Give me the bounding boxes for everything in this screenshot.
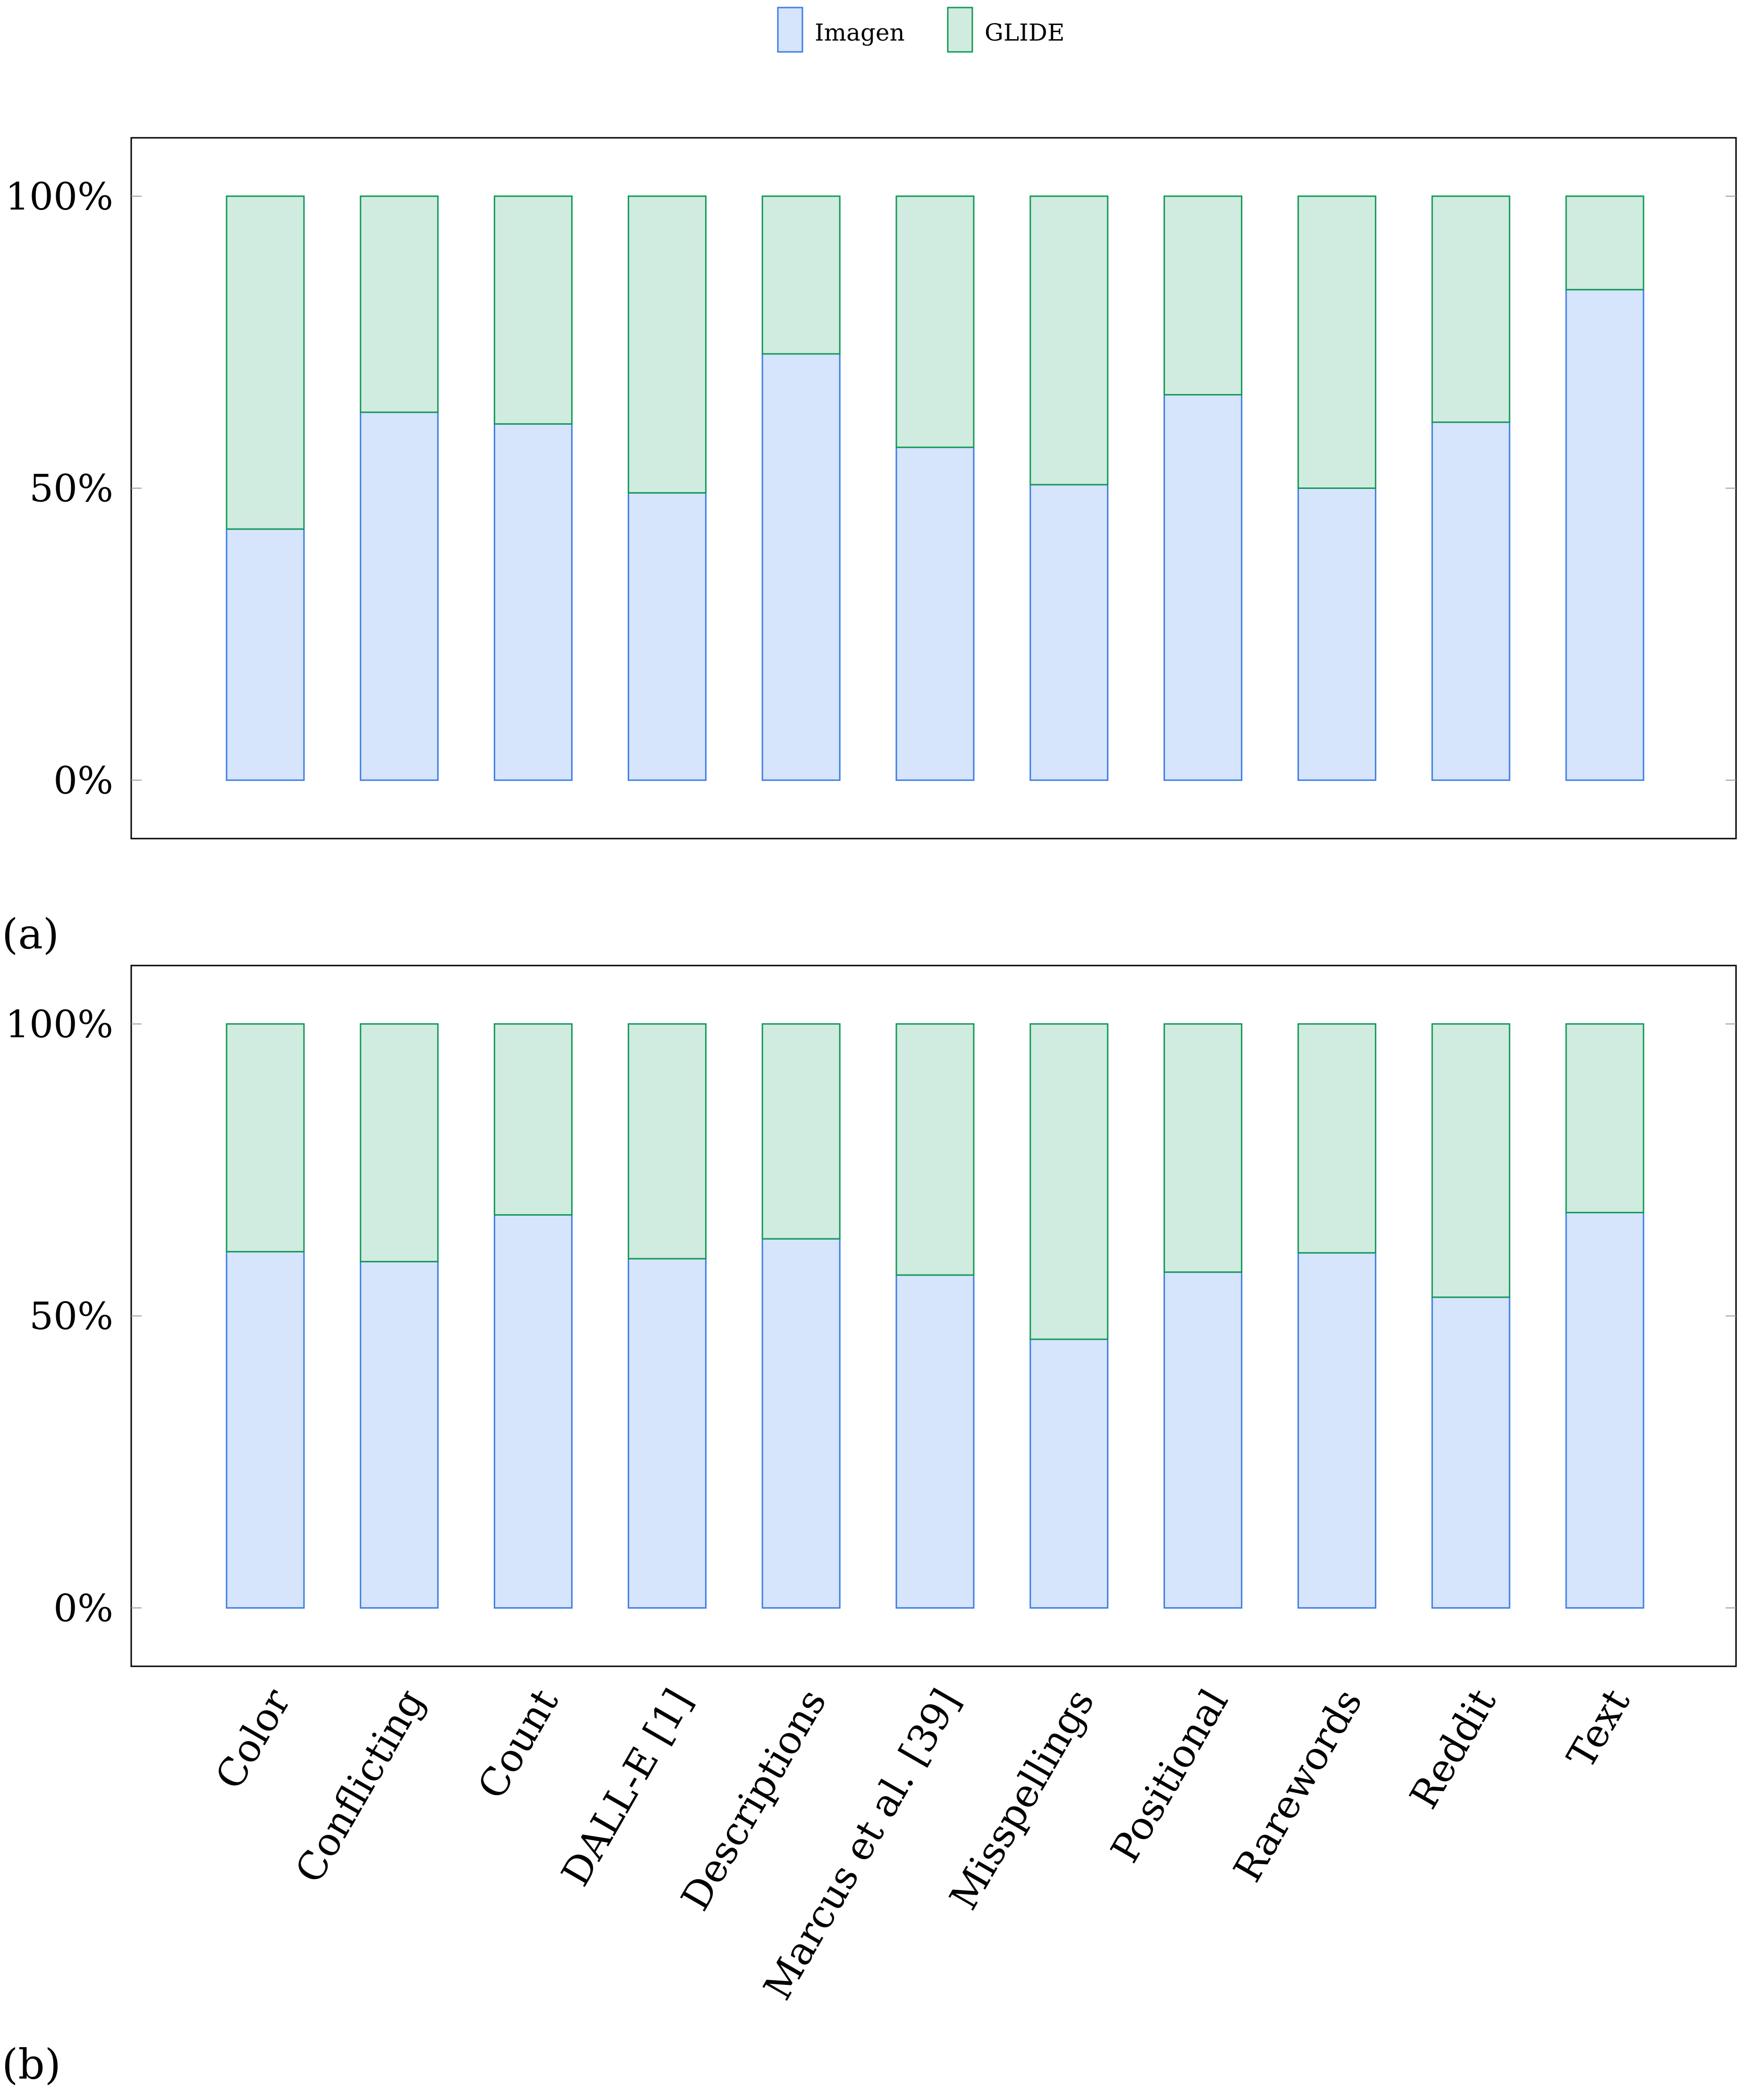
bar-imagen-rarewords	[1297, 1252, 1376, 1609]
y-tick-label: 0%	[53, 1586, 113, 1630]
bar-glide-text	[1565, 1023, 1644, 1213]
y-tick-label: 100%	[5, 175, 113, 218]
bar-glide-conflicting	[360, 1023, 439, 1262]
bar-imagen-dall-e-1	[627, 492, 707, 781]
panel-label: (a)	[2, 910, 59, 958]
bar-imagen-color	[226, 528, 305, 781]
y-tick-label: 50%	[29, 1294, 113, 1338]
bar-imagen-misspellings	[1029, 1338, 1109, 1609]
bar-glide-dall-e-1	[627, 1023, 707, 1260]
bar-imagen-reddit	[1431, 1296, 1510, 1609]
legend-label-glide: GLIDE	[985, 19, 1064, 46]
bar-glide-positional	[1163, 195, 1243, 395]
x-tick-label: Misspellings	[941, 1682, 1103, 1917]
bar-imagen-reddit	[1431, 421, 1510, 781]
bar-imagen-descriptions	[761, 353, 841, 781]
bar-imagen-count	[494, 1214, 573, 1609]
bar-glide-misspellings	[1029, 195, 1109, 486]
y-tick-label: 0%	[53, 758, 113, 802]
bar-imagen-rarewords	[1297, 487, 1376, 781]
bar-imagen-text	[1565, 289, 1644, 781]
bar-imagen-conflicting	[360, 412, 439, 781]
legend: Imagen GLIDE	[777, 7, 1064, 53]
bar-glide-reddit	[1431, 195, 1510, 423]
x-tick-label: Conflicting	[287, 1682, 433, 1891]
x-tick-label: Color	[207, 1681, 300, 1797]
legend-label-imagen: Imagen	[815, 19, 905, 46]
x-tick-label: Descriptions	[673, 1682, 835, 1918]
x-tick-label: Count	[469, 1681, 567, 1806]
bar-imagen-color	[226, 1251, 305, 1609]
legend-swatch-glide	[947, 7, 973, 53]
bar-glide-rarewords	[1297, 1023, 1376, 1254]
bar-glide-reddit	[1431, 1023, 1510, 1298]
panel-label: (b)	[2, 2040, 61, 2089]
bar-glide-positional	[1163, 1023, 1243, 1273]
x-tick-label: Text	[1559, 1681, 1639, 1776]
bar-imagen-misspellings	[1029, 484, 1109, 781]
bar-glide-conflicting	[360, 195, 439, 413]
x-tick-label: Rarewords	[1225, 1682, 1371, 1890]
chart-panel-a: 0% 50% 100% (a)	[2, 137, 1737, 958]
x-tick-label: Positional	[1103, 1682, 1237, 1870]
legend-swatch-imagen	[777, 7, 803, 53]
bar-imagen-marcus-et-al-39	[895, 1274, 975, 1609]
x-tick-label: Reddit	[1401, 1681, 1505, 1816]
bar-glide-count	[494, 195, 573, 425]
bar-glide-marcus-et-al-39	[895, 195, 975, 448]
bar-imagen-dall-e-1	[627, 1258, 707, 1609]
bar-glide-misspellings	[1029, 1023, 1109, 1340]
bar-imagen-positional	[1163, 1271, 1243, 1609]
bar-imagen-text	[1565, 1211, 1644, 1609]
bar-imagen-marcus-et-al-39	[895, 446, 975, 781]
bar-glide-descriptions	[761, 1023, 841, 1240]
bar-glide-text	[1565, 195, 1644, 291]
bar-imagen-descriptions	[761, 1238, 841, 1609]
bar-glide-descriptions	[761, 195, 841, 355]
y-tick-label: 100%	[5, 1002, 113, 1046]
x-tick-label: DALL-E [1]	[553, 1682, 701, 1894]
bar-imagen-positional	[1163, 394, 1243, 781]
bar-glide-color	[226, 1023, 305, 1252]
bar-glide-marcus-et-al-39	[895, 1023, 975, 1276]
bar-imagen-conflicting	[360, 1260, 439, 1609]
bar-glide-rarewords	[1297, 195, 1376, 489]
y-tick-label: 50%	[29, 467, 113, 511]
bar-imagen-count	[494, 423, 573, 781]
bar-glide-dall-e-1	[627, 195, 707, 494]
bar-glide-color	[226, 195, 305, 530]
bar-glide-count	[494, 1023, 573, 1216]
